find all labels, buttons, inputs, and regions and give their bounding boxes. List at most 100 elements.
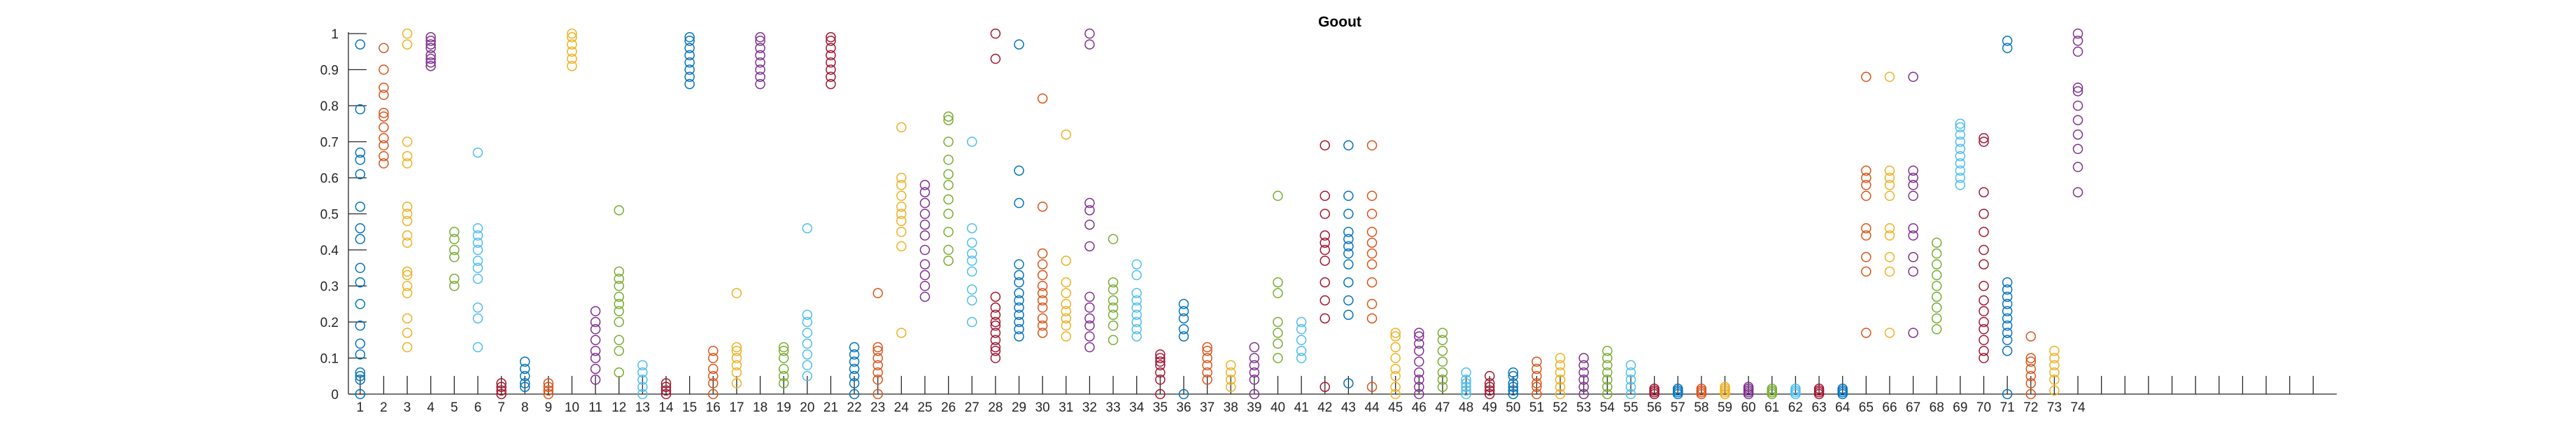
data-point [967,266,977,277]
data-point [1437,335,1448,345]
data-point [543,385,554,396]
data-point [1461,374,1471,385]
data-point [1061,277,1072,288]
data-point [637,388,648,400]
data-point [1602,374,1613,385]
data-point [731,288,742,299]
x-tick-label: 67 [1906,400,1920,415]
x-tick-label: 46 [1412,400,1427,415]
data-point [590,324,601,335]
data-point [826,57,836,68]
data-point [849,342,860,353]
data-point [2049,374,2060,385]
data-point [1437,356,1448,367]
data-point [896,227,907,237]
data-point [402,270,413,281]
data-point [1955,144,1966,155]
data-point [355,262,366,273]
x-tick-label: 40 [1271,400,1285,415]
data-point [1625,382,1636,392]
x-tick-label: 51 [1529,400,1544,415]
data-point [1014,165,1024,176]
data-point [1249,374,1260,385]
data-point [1955,122,1966,133]
data-point [1414,356,1424,367]
data-point [2072,46,2083,57]
data-point [1014,302,1024,313]
x-tick-label: 47 [1435,400,1450,415]
data-point [1014,288,1024,299]
data-point [402,313,413,324]
data-point [1296,345,1307,356]
data-point [1861,172,1871,183]
data-point [1414,328,1424,338]
data-point [1084,205,1095,216]
data-point [943,194,954,205]
data-point [1696,384,1707,394]
data-point [1319,295,1331,306]
data-point [684,71,695,83]
data-point [543,388,554,400]
x-tick-label: 11 [588,400,602,415]
data-point [519,363,530,374]
x-tick-label: 3 [404,400,411,415]
data-point [1273,316,1283,328]
data-point [567,28,577,39]
data-point [826,43,836,53]
data-point [1343,241,1354,252]
data-point [1979,306,1989,316]
x-tick-label: 39 [1247,400,1261,415]
data-point [355,147,366,158]
data-point [802,328,813,338]
data-point [919,197,930,209]
data-point [378,140,389,150]
data-point [1202,353,1212,363]
data-point [1366,209,1378,219]
data-point [896,216,907,227]
data-point [2002,36,2013,46]
data-point [355,320,366,331]
data-point [1014,309,1024,320]
data-point [684,43,695,53]
data-point [1107,320,1119,331]
x-tick-label: 69 [1953,400,1967,415]
data-point [1414,345,1424,356]
data-point [1249,342,1260,353]
data-point [1437,374,1448,385]
x-axis: 1 2 3 4 5 6 7 8 9 10 11 12 13 14 15 16 17 18 19 20 21 22 23 24 2… [348,376,2337,415]
data-point [990,335,1001,345]
data-point [425,61,436,71]
data-point [614,299,625,309]
data-point [1061,299,1072,309]
data-point [425,43,436,53]
data-point [1037,320,1048,331]
x-tick-label: 38 [1224,400,1238,415]
data-point [1414,338,1424,349]
data-point [990,328,1001,338]
data-point [472,147,483,158]
data-point [1178,388,1189,400]
data-point [543,378,554,388]
data-point [472,230,483,241]
data-point [1319,237,1331,248]
data-point [355,374,366,385]
data-point [378,150,389,162]
data-point [2002,277,2013,288]
data-point [684,36,695,46]
data-point [1390,331,1401,342]
data-point [2025,363,2037,374]
y-tick-label: 0.8 [320,99,339,114]
data-point [1296,316,1307,328]
data-point [919,180,930,190]
data-point [1767,384,1778,394]
data-point [990,320,1001,331]
data-point [990,345,1001,356]
data-point [1296,335,1307,345]
chart-title: Goout [1318,14,1361,30]
data-point [872,288,883,299]
data-point [1884,190,1895,201]
data-point [2072,28,2083,39]
data-point [425,39,436,50]
data-point [1955,165,1966,176]
data-point [684,31,695,43]
